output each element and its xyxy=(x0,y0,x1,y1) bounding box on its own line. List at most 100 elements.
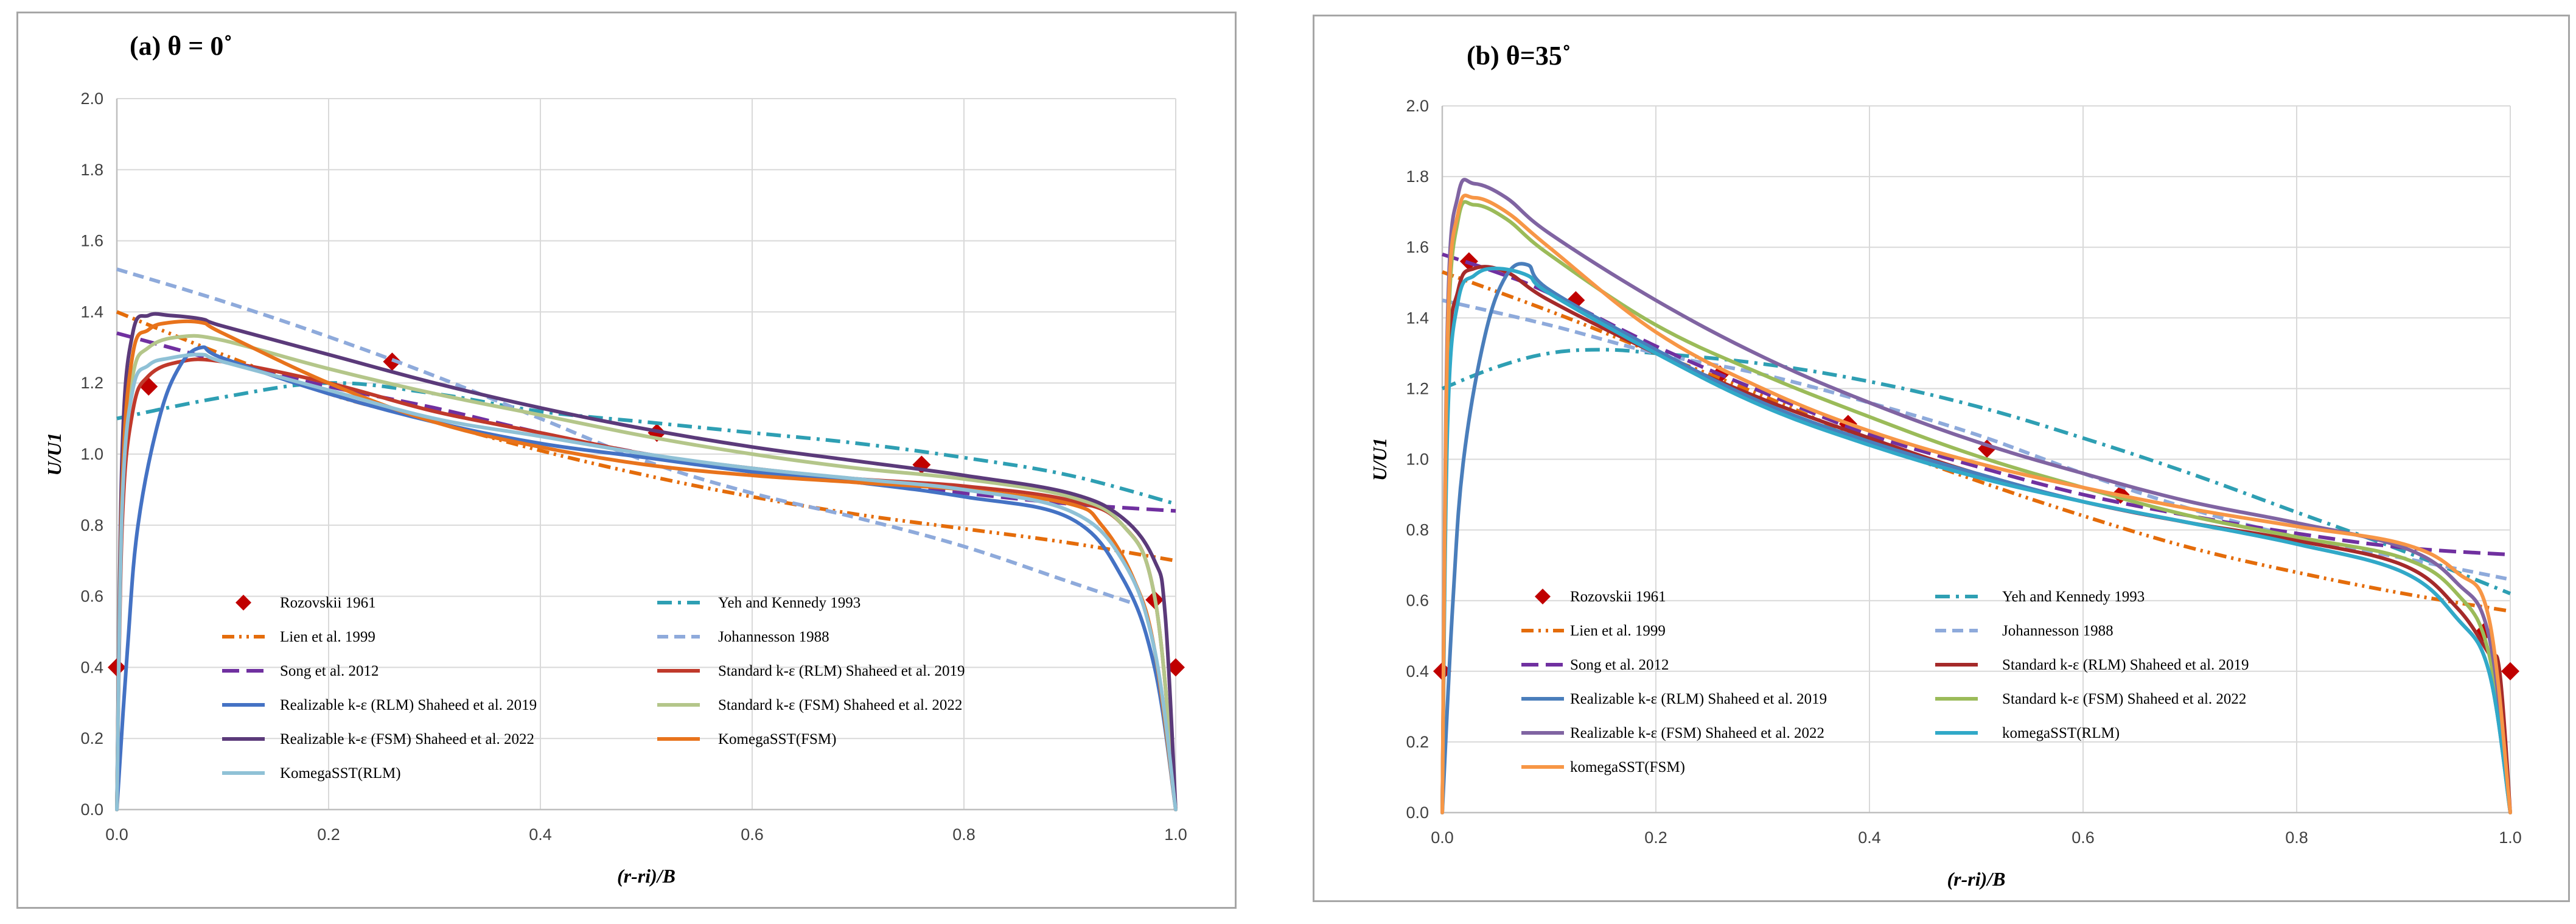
legend-label: komegaSST(FSM) xyxy=(1570,759,1685,775)
legend-item: Johannesson 1988 xyxy=(657,629,829,645)
series-yeh-and-kennedy-1993 xyxy=(116,381,1176,506)
x-tick-label: 0.2 xyxy=(317,825,340,844)
y-tick-label: 0.8 xyxy=(1406,521,1429,539)
y-tick-label: 1.4 xyxy=(80,303,103,321)
series-komegasst-fsm xyxy=(115,319,1178,811)
legend-label: Lien et al. 1999 xyxy=(280,629,375,645)
legend-item: Rozovskii 1961 xyxy=(1535,589,1666,605)
series-line xyxy=(116,381,1176,506)
y-tick-label: 0.2 xyxy=(80,729,103,747)
legend-label: komegaSST(RLM) xyxy=(2002,725,2120,741)
y-tick-label: 1.6 xyxy=(80,232,103,250)
legend-item: Song et al. 2012 xyxy=(222,663,379,679)
legend-item: Lien et al. 1999 xyxy=(1521,623,1666,639)
series-line xyxy=(1441,348,2511,595)
x-tick-label: 0.6 xyxy=(741,825,764,844)
y-tick-label: 1.0 xyxy=(1406,450,1429,469)
legend-label: Lien et al. 1999 xyxy=(1570,623,1666,639)
series-realizable-k-fsm-shaheed-et-al-2022 xyxy=(1440,178,2512,814)
y-tick-label: 0.6 xyxy=(1406,592,1429,610)
y-tick-label: 1.4 xyxy=(1406,309,1429,327)
legend-label: Song et al. 2012 xyxy=(280,663,379,679)
x-tick-label: 0.0 xyxy=(1431,828,1454,847)
chart-title: (a) θ = 0˚ xyxy=(130,31,232,61)
legend: Rozovskii 1961 Yeh and Kennedy 1993 Lien e… xyxy=(1521,589,2249,775)
y-tick-label: 2.0 xyxy=(80,89,103,108)
y-tick-label: 0.4 xyxy=(1406,662,1429,681)
legend-label: Standard k-ε (FSM) Shaheed et al. 2022 xyxy=(718,697,962,713)
y-axis-title: U/U1 xyxy=(1369,438,1391,481)
x-tick-label: 0.8 xyxy=(952,825,976,844)
x-tick-label: 0.6 xyxy=(2072,828,2095,847)
legend-item: Standard k-ε (RLM) Shaheed et al. 2019 xyxy=(657,663,965,679)
legend-label: Yeh and Kennedy 1993 xyxy=(2002,589,2145,605)
legend-label: Yeh and Kennedy 1993 xyxy=(718,595,860,611)
legend-item: Realizable k-ε (FSM) Shaheed et al. 2022 xyxy=(222,731,534,747)
legend: Rozovskii 1961 Yeh and Kennedy 1993 Lien e… xyxy=(222,595,965,782)
legend-item: Rozovskii 1961 xyxy=(236,595,376,611)
chart-b: 0.0 0.2 0.4 0.6 0.8 1.0 1.2 1.4 1.6 1.8 2.0 0.0 0.2 0… xyxy=(1369,41,2522,890)
legend-item: Realizable k-ε (RLM) Shaheed et al. 2019 xyxy=(1521,691,1827,707)
series-rozovskii-1961 xyxy=(108,352,1185,677)
x-tick-label: 0.0 xyxy=(105,825,128,844)
y-tick-label: 0.0 xyxy=(80,800,103,819)
legend-label: Johannesson 1988 xyxy=(2002,623,2114,639)
x-tick-label: 0.8 xyxy=(2285,828,2308,847)
series-line xyxy=(115,345,1178,811)
legend-item: Song et al. 2012 xyxy=(1521,657,1669,673)
chart-a: 0.0 0.2 0.4 0.6 0.8 1.0 1.2 1.4 1.6 1.8 2.0 0.0 0.2 0… xyxy=(43,31,1187,887)
series-komegasst-rlm xyxy=(1440,267,2512,814)
legend-label: Realizable k-ε (RLM) Shaheed et al. 2019 xyxy=(280,697,537,713)
series-standard-k-rlm-shaheed-et-al-2019 xyxy=(1440,265,2512,814)
x-tick-label: 1.0 xyxy=(1164,825,1187,844)
x-axis-title: (r-ri)/B xyxy=(1947,868,2006,890)
series-standard-k-fsm-shaheed-et-al-2022 xyxy=(115,334,1178,811)
legend-item: KomegaSST(FSM) xyxy=(657,731,836,747)
legend-item: komegaSST(FSM) xyxy=(1521,759,1685,775)
series-line xyxy=(1440,194,2512,814)
legend-item: Yeh and Kennedy 1993 xyxy=(1935,589,2145,605)
series-standard-k-rlm-shaheed-et-al-2019 xyxy=(115,357,1178,811)
series-line xyxy=(116,267,1134,606)
y-tick-label: 2.0 xyxy=(1406,97,1429,115)
y-tick-label: 1.2 xyxy=(80,374,103,392)
legend-label: Song et al. 2012 xyxy=(1570,657,1669,673)
x-tick-label: 0.2 xyxy=(1644,828,1667,847)
legend-label: KomegaSST(RLM) xyxy=(280,765,401,782)
legend-item: komegaSST(RLM) xyxy=(1935,725,2120,741)
legend-item: KomegaSST(RLM) xyxy=(222,765,401,782)
series-line xyxy=(115,357,1178,811)
series-komegasst-rlm xyxy=(115,352,1178,811)
legend-item: Realizable k-ε (FSM) Shaheed et al. 2022 xyxy=(1521,725,1824,741)
legend-item: Standard k-ε (FSM) Shaheed et al. 2022 xyxy=(1935,691,2246,707)
y-tick-label: 1.0 xyxy=(80,445,103,463)
chart-title: (b) θ=35˚ xyxy=(1467,41,1571,71)
y-tick-label: 1.8 xyxy=(80,161,103,179)
series-line xyxy=(1440,267,2512,814)
legend-label: Standard k-ε (RLM) Shaheed et al. 2019 xyxy=(718,663,965,679)
legend-label: Realizable k-ε (FSM) Shaheed et al. 2022 xyxy=(1570,725,1824,741)
y-tick-label: 1.8 xyxy=(1406,167,1429,186)
y-axis-title: U/U1 xyxy=(43,432,65,475)
series-komegasst-fsm xyxy=(1440,194,2512,814)
legend-item: Realizable k-ε (RLM) Shaheed et al. 2019 xyxy=(222,697,537,713)
x-tick-label: 1.0 xyxy=(2499,828,2522,847)
series-line xyxy=(115,334,1178,811)
series-realizable-k-rlm-shaheed-et-al-2019 xyxy=(115,345,1178,811)
data-point xyxy=(1167,658,1185,677)
series-realizable-k-fsm-shaheed-et-al-2022 xyxy=(115,312,1178,811)
series-yeh-and-kennedy-1993 xyxy=(1441,348,2511,595)
series-line xyxy=(115,352,1178,811)
series-line xyxy=(1440,178,2512,814)
legend-item: Standard k-ε (RLM) Shaheed et al. 2019 xyxy=(1935,657,2249,673)
y-tick-label: 1.6 xyxy=(1406,238,1429,256)
legend-item: Standard k-ε (FSM) Shaheed et al. 2022 xyxy=(657,697,962,713)
legend-label: Standard k-ε (FSM) Shaheed et al. 2022 xyxy=(2002,691,2246,707)
legend-item: Yeh and Kennedy 1993 xyxy=(657,595,860,611)
y-tick-label: 0.0 xyxy=(1406,803,1429,822)
series-line xyxy=(1440,265,2512,814)
y-tick-label: 1.2 xyxy=(1406,379,1429,397)
legend-marker xyxy=(1535,589,1551,604)
y-tick-label: 0.8 xyxy=(80,516,103,534)
